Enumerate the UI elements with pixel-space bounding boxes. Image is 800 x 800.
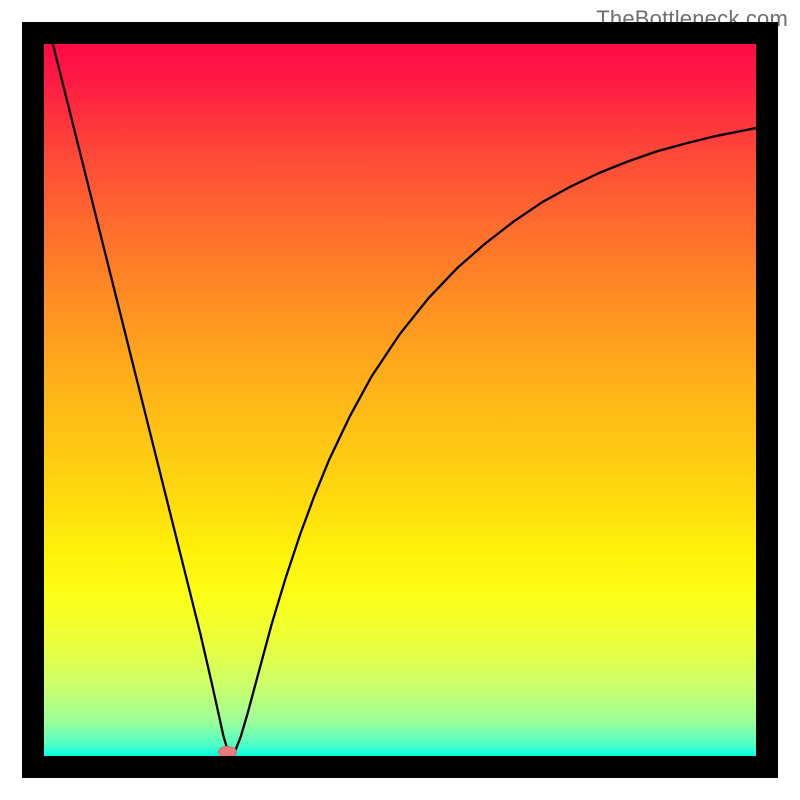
plot-area bbox=[44, 44, 756, 756]
minimum-marker bbox=[218, 746, 237, 756]
bottleneck-chart: TheBottleneck.com bbox=[0, 0, 800, 800]
bottleneck-curve bbox=[44, 44, 756, 756]
curve-layer bbox=[44, 44, 756, 756]
